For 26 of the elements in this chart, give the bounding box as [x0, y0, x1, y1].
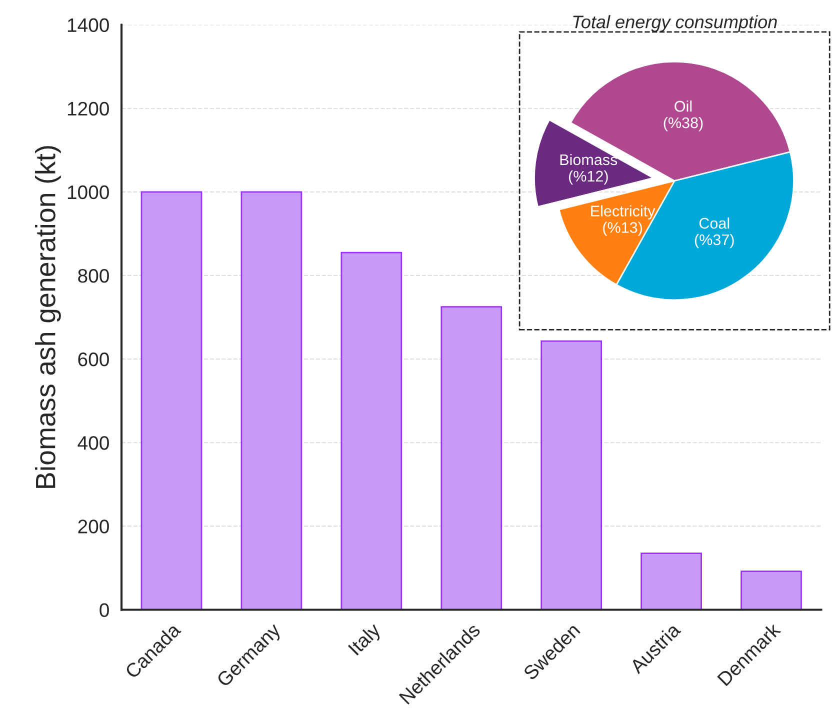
slice-label: Oil [674, 100, 692, 112]
data-label: (%37) [694, 234, 734, 248]
y-tick-label: 600 [78, 352, 109, 366]
y-axis-title: Biomass ash generation (kt) [35, 146, 61, 488]
bar [240, 191, 302, 610]
data-label: (%13) [603, 222, 642, 236]
bar [640, 552, 702, 610]
y-tick-label: 800 [78, 268, 109, 283]
slice-label: Electricity [591, 205, 656, 220]
y-tick-label: 0 [100, 603, 109, 617]
bar [740, 570, 802, 610]
bar [540, 340, 602, 610]
y-tick-label: 400 [78, 436, 109, 450]
data-label: (%12) [568, 170, 608, 185]
bar [140, 191, 202, 610]
data-label: (%38) [664, 116, 703, 132]
slice-label: Coal [699, 217, 730, 229]
y-tick-label: 200 [78, 520, 109, 534]
x-tick-label: Italy [347, 622, 384, 658]
bar [440, 306, 502, 610]
chart-title: Total energy consumption [573, 15, 777, 32]
y-tick-label: 1400 [68, 18, 109, 32]
y-tick-label: 1000 [68, 185, 109, 200]
slice-label: Biomass [560, 154, 618, 166]
bar [340, 252, 402, 610]
y-tick-label: 1200 [68, 102, 109, 116]
